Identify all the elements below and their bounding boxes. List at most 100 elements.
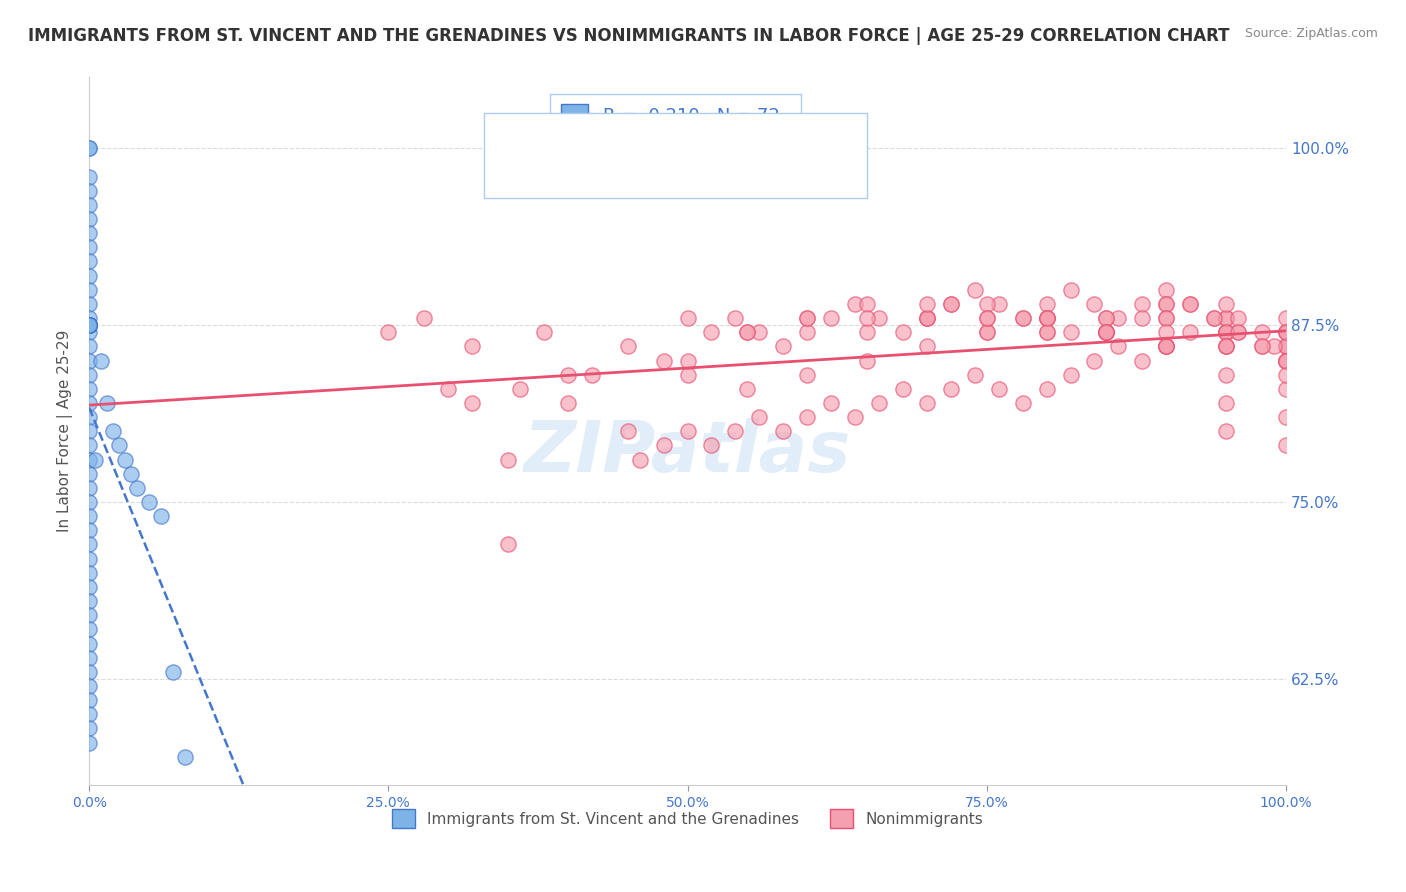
Point — [856, 353, 879, 368]
Point — [77, 722, 100, 736]
Point — [1107, 311, 1129, 326]
FancyBboxPatch shape — [484, 112, 868, 198]
Point — [820, 396, 842, 410]
Point — [77, 481, 100, 495]
Point — [1035, 297, 1057, 311]
Text: ZIPatlas: ZIPatlas — [524, 418, 851, 487]
Point — [77, 141, 100, 155]
Point — [1059, 368, 1081, 382]
Point — [77, 240, 100, 254]
Point — [1130, 297, 1153, 311]
Point — [1095, 325, 1118, 339]
Point — [77, 679, 100, 693]
Point — [377, 325, 399, 339]
Point — [1180, 325, 1202, 339]
Point — [77, 318, 100, 332]
Point — [77, 636, 100, 650]
Point — [628, 452, 651, 467]
Point — [77, 368, 100, 382]
Point — [77, 551, 100, 566]
Point — [939, 382, 962, 396]
Point — [461, 339, 484, 353]
Point — [1083, 297, 1105, 311]
Point — [1156, 325, 1178, 339]
Point — [77, 495, 100, 509]
Point — [1011, 311, 1033, 326]
Point — [77, 184, 100, 198]
Point — [939, 297, 962, 311]
Point — [174, 749, 197, 764]
Point — [1083, 353, 1105, 368]
Point — [461, 396, 484, 410]
Point — [77, 438, 100, 452]
Point — [1035, 325, 1057, 339]
Point — [77, 318, 100, 332]
Point — [652, 438, 675, 452]
Point — [557, 396, 579, 410]
Point — [1227, 311, 1250, 326]
Point — [77, 198, 100, 212]
Point — [796, 368, 818, 382]
Point — [772, 424, 794, 438]
Point — [77, 318, 100, 332]
Point — [96, 396, 118, 410]
Point — [1275, 353, 1298, 368]
Point — [724, 311, 747, 326]
Point — [77, 318, 100, 332]
Point — [844, 297, 866, 311]
Point — [1156, 339, 1178, 353]
Point — [976, 325, 998, 339]
Point — [1156, 339, 1178, 353]
Point — [77, 297, 100, 311]
Point — [77, 318, 100, 332]
Y-axis label: In Labor Force | Age 25-29: In Labor Force | Age 25-29 — [58, 330, 73, 533]
Point — [1156, 339, 1178, 353]
Point — [915, 339, 938, 353]
Point — [1035, 311, 1057, 326]
Point — [1275, 311, 1298, 326]
Point — [796, 325, 818, 339]
Point — [1227, 325, 1250, 339]
Point — [77, 318, 100, 332]
Point — [1215, 396, 1237, 410]
Point — [772, 339, 794, 353]
Point — [77, 318, 100, 332]
Point — [509, 382, 531, 396]
Point — [748, 410, 770, 425]
Point — [77, 665, 100, 679]
Point — [1275, 410, 1298, 425]
Point — [1275, 325, 1298, 339]
Point — [976, 297, 998, 311]
Point — [1215, 311, 1237, 326]
Point — [1275, 353, 1298, 368]
Point — [796, 311, 818, 326]
Point — [77, 311, 100, 326]
Point — [114, 452, 136, 467]
Point — [1215, 325, 1237, 339]
Point — [676, 368, 699, 382]
Point — [77, 424, 100, 438]
Point — [856, 311, 879, 326]
Point — [915, 396, 938, 410]
Point — [1251, 339, 1274, 353]
Point — [162, 665, 184, 679]
Point — [77, 707, 100, 722]
Point — [1215, 339, 1237, 353]
Point — [77, 318, 100, 332]
Point — [77, 318, 100, 332]
Point — [1130, 353, 1153, 368]
Point — [963, 368, 986, 382]
Point — [581, 368, 603, 382]
Point — [1227, 325, 1250, 339]
Point — [77, 169, 100, 184]
Point — [1095, 325, 1118, 339]
Point — [77, 537, 100, 551]
Point — [748, 325, 770, 339]
Point — [1215, 325, 1237, 339]
Point — [1011, 311, 1033, 326]
Point — [1130, 311, 1153, 326]
Point — [77, 467, 100, 481]
Point — [77, 509, 100, 524]
Point — [77, 325, 100, 339]
Point — [868, 311, 890, 326]
